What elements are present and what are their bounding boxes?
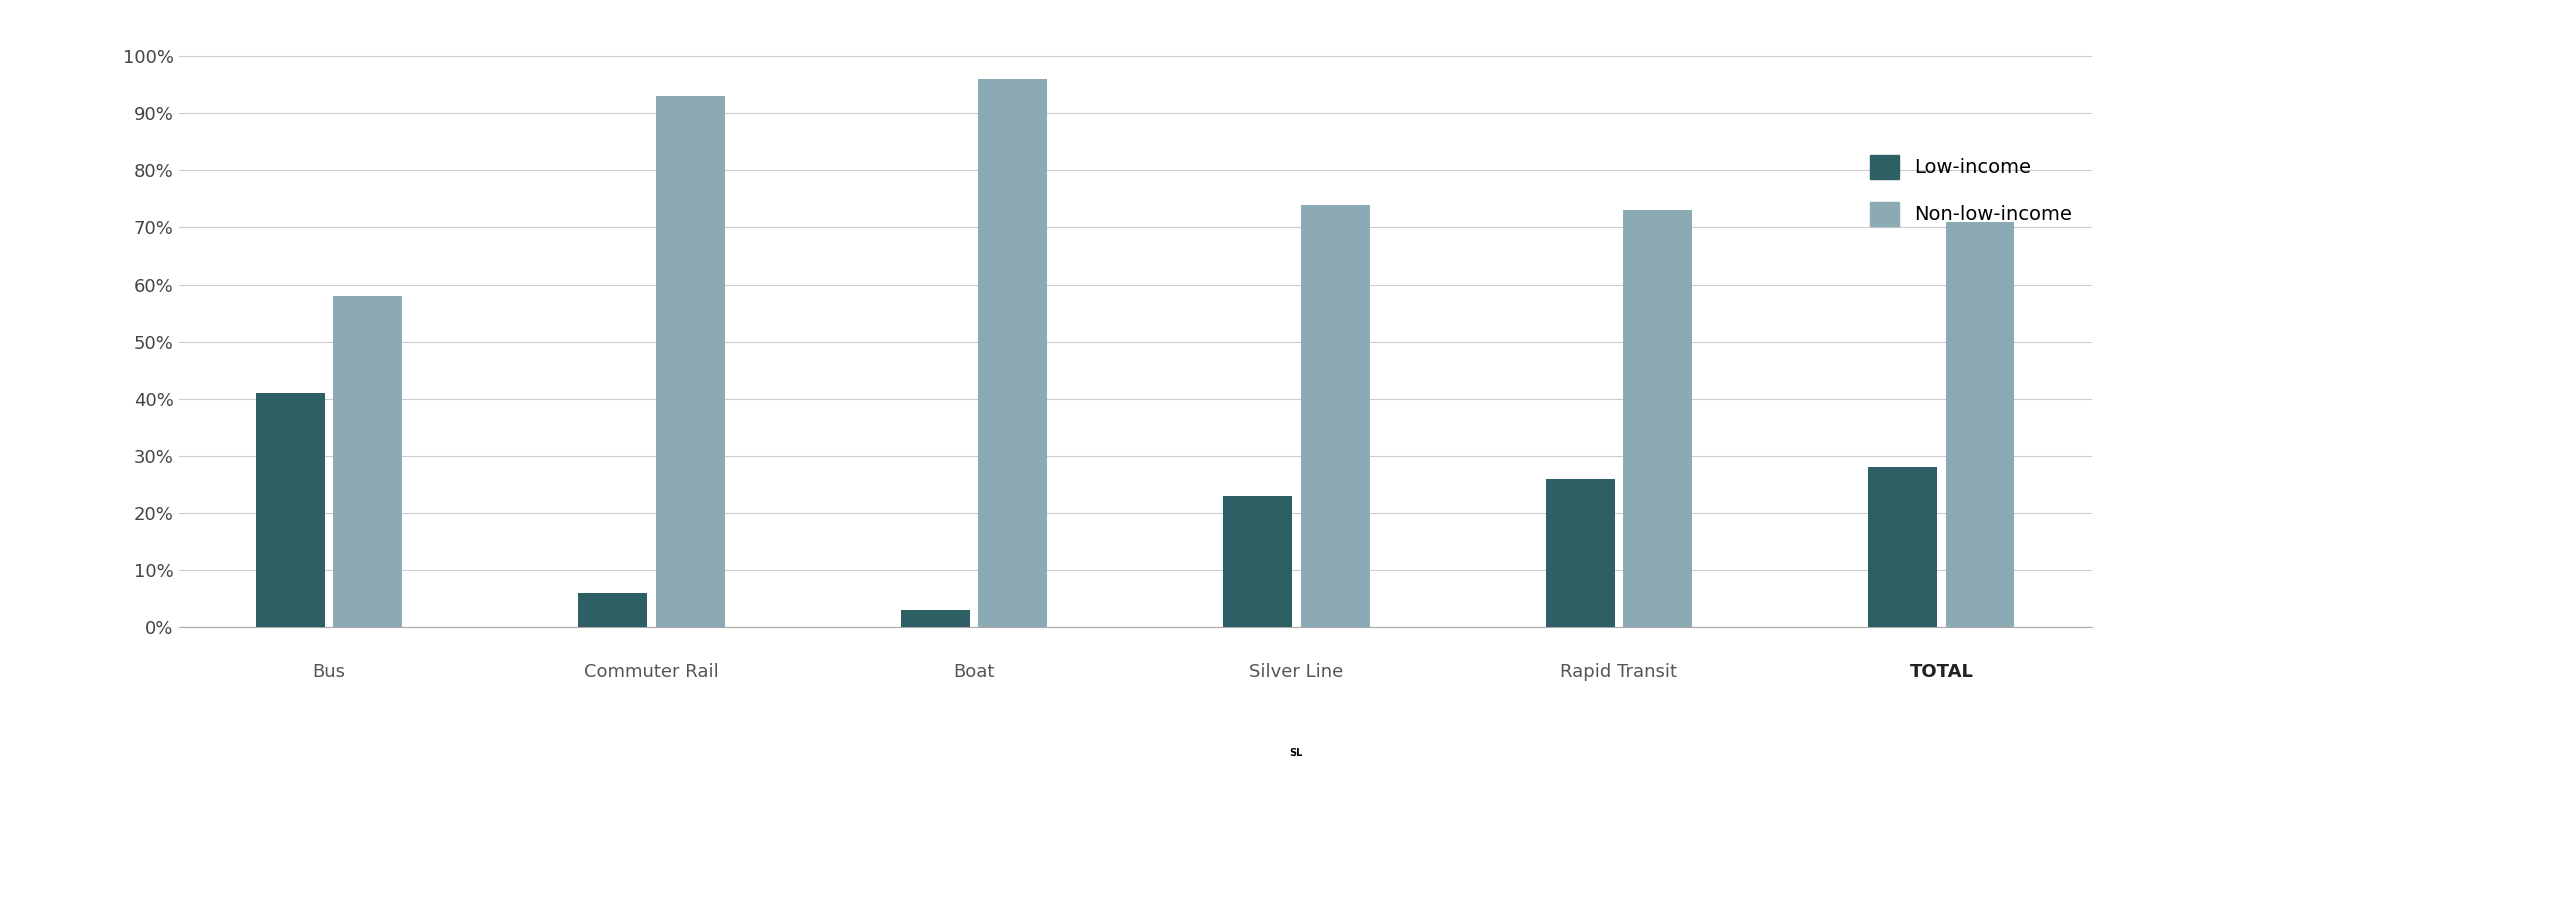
Text: Rapid Transit: Rapid Transit	[1561, 663, 1679, 681]
FancyBboxPatch shape	[640, 727, 663, 786]
Circle shape	[332, 766, 334, 776]
Bar	[579, 593, 648, 627]
Bar	[651, 739, 653, 745]
Bar	[1867, 467, 1936, 627]
Bar	[1301, 205, 1370, 627]
FancyBboxPatch shape	[1283, 729, 1309, 788]
Bar	[329, 751, 334, 758]
Bar	[977, 79, 1046, 627]
Polygon shape	[967, 759, 982, 771]
Text: Commuter Rail: Commuter Rail	[584, 663, 719, 681]
Circle shape	[1612, 763, 1617, 772]
Bar	[1622, 210, 1691, 627]
Bar	[1546, 479, 1615, 627]
FancyBboxPatch shape	[967, 735, 982, 771]
Text: Silver Line: Silver Line	[1250, 663, 1344, 681]
Circle shape	[1622, 763, 1625, 772]
Legend: Low-income, Non-low-income: Low-income, Non-low-income	[1860, 146, 2082, 235]
Bar	[334, 296, 403, 627]
Bar	[1622, 751, 1625, 756]
Bar	[656, 96, 724, 627]
Bar	[1224, 496, 1293, 627]
Circle shape	[648, 766, 651, 774]
FancyBboxPatch shape	[1605, 723, 1633, 790]
Bar	[1617, 751, 1620, 756]
Bar	[1946, 221, 2015, 627]
Circle shape	[1291, 767, 1293, 776]
Bar	[324, 751, 329, 758]
Circle shape	[651, 766, 653, 774]
Text: TOTAL: TOTAL	[1908, 663, 1974, 681]
Text: SL: SL	[1291, 749, 1304, 759]
Bar	[1615, 751, 1617, 756]
Circle shape	[324, 766, 327, 776]
Bar	[1293, 750, 1301, 757]
Bar	[901, 609, 969, 627]
Circle shape	[653, 766, 656, 774]
FancyBboxPatch shape	[319, 737, 339, 783]
Circle shape	[651, 751, 653, 760]
Circle shape	[1298, 767, 1301, 776]
Text: Bus: Bus	[314, 663, 344, 681]
Bar	[255, 393, 324, 627]
Text: Boat: Boat	[954, 663, 995, 681]
